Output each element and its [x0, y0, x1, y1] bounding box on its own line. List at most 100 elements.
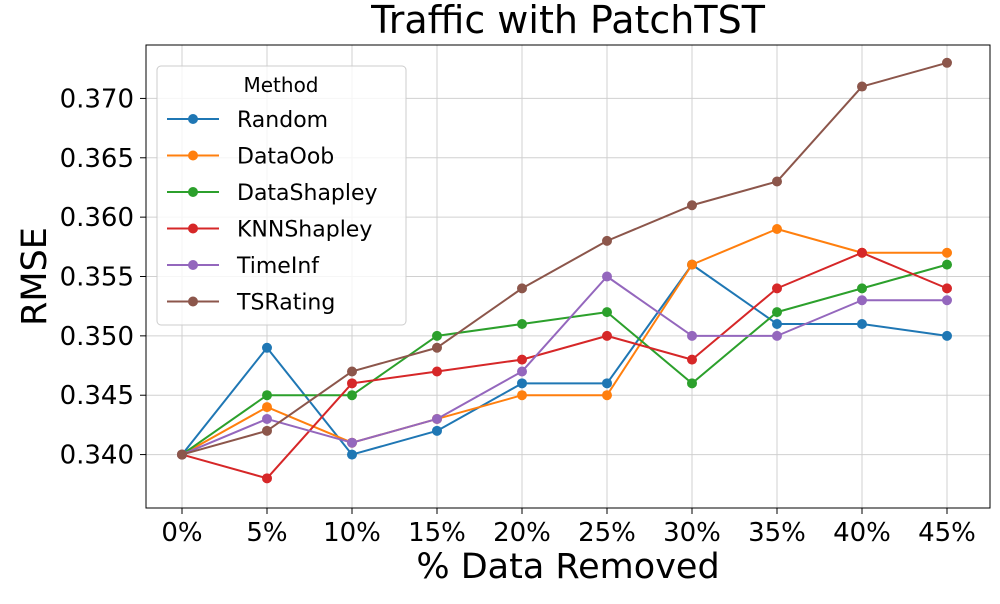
- legend-item-datashapley: DataShapley: [167, 181, 378, 206]
- data-point-datashapley: [772, 307, 782, 318]
- data-point-knnshapley: [942, 283, 952, 294]
- x-tick-label: 25%: [578, 518, 636, 548]
- legend-item-timeinf: TimeInf: [167, 254, 320, 279]
- data-point-knnshapley: [432, 366, 442, 377]
- data-point-knnshapley: [517, 354, 527, 365]
- legend: Method Random DataOob DataShapley KNNShaple…: [156, 65, 407, 326]
- x-tick-label: 45%: [918, 518, 976, 548]
- legend-label: DataShapley: [237, 181, 378, 206]
- data-point-tsrating: [942, 57, 952, 68]
- data-point-random: [517, 378, 527, 389]
- y-tick-label: 0.360: [60, 203, 134, 233]
- y-axis-label: RMSE: [15, 227, 55, 326]
- legend-item-knnshapley: KNNShapley: [167, 218, 372, 243]
- legend-swatch-marker: [188, 114, 198, 124]
- y-tick-label: 0.370: [60, 84, 134, 114]
- data-point-datashapley: [517, 318, 527, 329]
- data-point-datashapley: [857, 283, 867, 294]
- legend-item-random: Random: [167, 108, 328, 133]
- y-tick-label: 0.350: [60, 322, 134, 352]
- legend-swatch-marker: [188, 296, 198, 307]
- legend-item-dataoob: DataOob: [167, 145, 334, 170]
- legend-swatch-marker: [188, 223, 198, 234]
- data-point-dataoob: [772, 224, 782, 235]
- data-point-random: [347, 449, 357, 460]
- data-point-timeinf: [857, 295, 867, 306]
- data-point-knnshapley: [772, 283, 782, 294]
- data-point-tsrating: [602, 235, 612, 246]
- series-tsrating: [177, 57, 952, 460]
- x-tick-label: 15%: [408, 518, 466, 548]
- data-point-timeinf: [942, 295, 952, 306]
- data-point-timeinf: [772, 330, 782, 341]
- data-point-tsrating: [177, 449, 187, 460]
- y-tick-label: 0.345: [60, 381, 134, 411]
- x-tick-label: 10%: [323, 518, 381, 548]
- y-tick-label: 0.355: [60, 263, 134, 293]
- x-tick-label: 5%: [246, 518, 287, 548]
- legend-swatch-marker: [188, 260, 198, 270]
- data-point-random: [432, 425, 442, 436]
- data-point-tsrating: [517, 283, 527, 294]
- data-point-tsrating: [772, 176, 782, 187]
- data-point-knnshapley: [687, 354, 697, 365]
- series-datashapley: [177, 259, 952, 460]
- legend-label: TSRating: [236, 291, 335, 316]
- data-point-random: [602, 378, 612, 389]
- data-point-knnshapley: [347, 378, 357, 389]
- legend-title: Method: [243, 73, 318, 97]
- data-point-tsrating: [687, 200, 697, 211]
- legend-item-tsrating: TSRating: [167, 291, 335, 316]
- data-point-dataoob: [687, 259, 697, 270]
- data-point-dataoob: [517, 390, 527, 401]
- data-point-tsrating: [432, 342, 442, 353]
- data-point-timeinf: [602, 271, 612, 282]
- series-line-dataoob: [181, 228, 947, 456]
- legend-label: KNNShapley: [237, 218, 372, 243]
- data-point-tsrating: [857, 81, 867, 92]
- y-tick-label: 0.365: [60, 144, 134, 174]
- data-point-random: [262, 342, 272, 353]
- x-tick-label: 30%: [663, 518, 721, 548]
- data-point-timeinf: [262, 413, 272, 424]
- x-axis-label: % Data Removed: [416, 547, 719, 587]
- x-tick-label: 35%: [748, 518, 806, 548]
- data-point-timeinf: [517, 366, 527, 377]
- data-point-datashapley: [602, 307, 612, 318]
- data-point-datashapley: [432, 330, 442, 341]
- axis-ticks: 0% 5% 10% 15% 20% 25% 30% 35% 40% 45% 0.340 0.345 0.…: [60, 84, 976, 548]
- data-point-tsrating: [262, 425, 272, 436]
- data-point-datashapley: [347, 390, 357, 401]
- data-point-dataoob: [262, 402, 272, 413]
- data-point-datashapley: [687, 378, 697, 389]
- series-line-datashapley: [181, 263, 948, 456]
- legend-label: Random: [237, 108, 328, 133]
- x-tick-label: 20%: [493, 518, 551, 548]
- data-point-datashapley: [262, 390, 272, 401]
- data-point-timeinf: [687, 330, 697, 341]
- series-timeinf: [177, 271, 952, 460]
- x-tick-label: 0%: [161, 518, 202, 548]
- data-point-dataoob: [942, 247, 952, 258]
- legend-swatch-marker: [188, 150, 198, 161]
- data-point-timeinf: [432, 413, 442, 424]
- legend-label: DataOob: [237, 145, 334, 170]
- data-point-dataoob: [602, 390, 612, 401]
- legend-label: TimeInf: [236, 254, 320, 279]
- data-point-knnshapley: [857, 247, 867, 258]
- data-point-datashapley: [942, 259, 952, 270]
- legend-swatch-marker: [188, 187, 198, 197]
- x-tick-label: 40%: [833, 518, 891, 548]
- data-point-timeinf: [347, 437, 357, 448]
- series-line-timeinf: [181, 275, 947, 456]
- data-point-random: [857, 318, 867, 329]
- data-point-knnshapley: [602, 330, 612, 341]
- series-line-tsrating: [181, 61, 948, 456]
- series-lines: [177, 57, 952, 484]
- data-point-tsrating: [347, 366, 357, 377]
- data-point-random: [942, 330, 952, 341]
- chart-title: Traffic with PatchTST: [370, 0, 766, 42]
- data-point-knnshapley: [262, 473, 272, 484]
